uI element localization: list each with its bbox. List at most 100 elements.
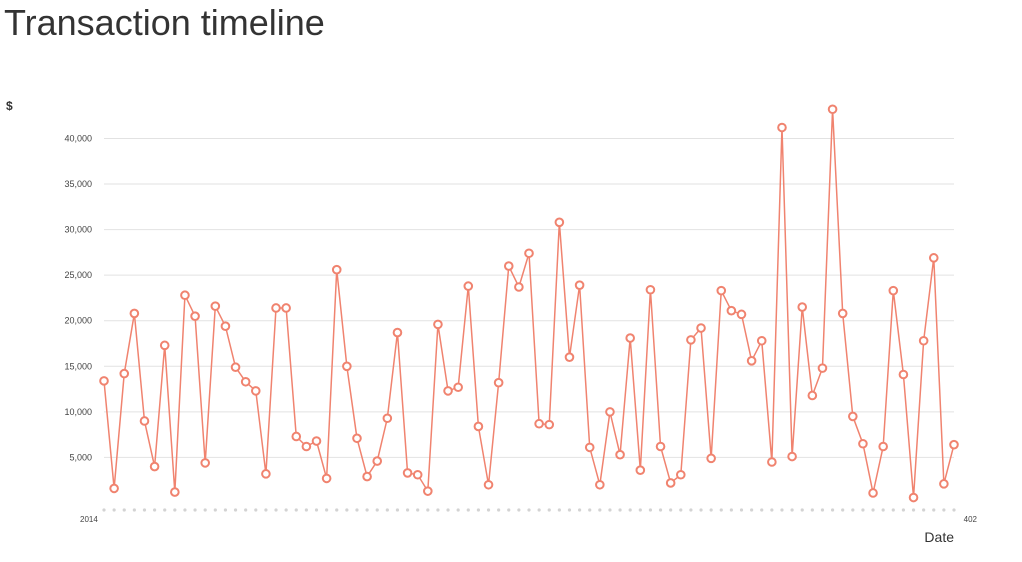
data-point[interactable] xyxy=(696,323,706,333)
rug-mark xyxy=(699,508,703,512)
data-point[interactable] xyxy=(392,327,403,338)
rug-mark xyxy=(547,508,551,512)
data-point[interactable] xyxy=(463,281,474,291)
rug-mark xyxy=(436,508,440,512)
rug-mark xyxy=(517,508,521,512)
data-point[interactable] xyxy=(250,386,261,396)
data-point[interactable] xyxy=(311,436,322,446)
x-tick-label: 402 xyxy=(964,515,978,524)
data-point[interactable] xyxy=(949,439,959,450)
data-point[interactable] xyxy=(220,321,231,331)
data-point[interactable] xyxy=(493,377,504,388)
data-point[interactable] xyxy=(240,376,251,387)
data-point[interactable] xyxy=(443,386,453,396)
data-point[interactable] xyxy=(139,416,150,426)
rug-mark xyxy=(689,508,693,512)
data-point[interactable] xyxy=(645,284,656,295)
data-point[interactable] xyxy=(352,433,362,444)
data-point[interactable] xyxy=(777,122,787,133)
data-point[interactable] xyxy=(291,431,302,442)
data-point[interactable] xyxy=(686,335,696,345)
rug-mark xyxy=(750,508,754,512)
data-point[interactable] xyxy=(787,451,797,462)
data-point[interactable] xyxy=(544,419,555,430)
data-point[interactable] xyxy=(615,449,625,460)
data-point[interactable] xyxy=(605,407,615,417)
data-point[interactable] xyxy=(524,248,534,259)
data-point[interactable] xyxy=(170,487,180,497)
data-point[interactable] xyxy=(736,309,747,320)
data-point[interactable] xyxy=(503,261,514,271)
data-point[interactable] xyxy=(655,441,666,452)
data-point[interactable] xyxy=(382,413,393,424)
data-point[interactable] xyxy=(483,479,494,490)
data-point[interactable] xyxy=(928,253,939,263)
data-point[interactable] xyxy=(554,217,565,228)
data-point[interactable] xyxy=(433,319,443,330)
data-point[interactable] xyxy=(726,305,737,316)
data-point[interactable] xyxy=(827,104,838,115)
data-point[interactable] xyxy=(797,302,808,312)
data-point[interactable] xyxy=(918,335,929,346)
data-point[interactable] xyxy=(109,483,119,494)
rug-mark xyxy=(497,508,501,512)
data-point[interactable] xyxy=(200,458,210,468)
data-point[interactable] xyxy=(119,368,130,379)
data-point[interactable] xyxy=(746,356,757,366)
data-point[interactable] xyxy=(180,290,190,301)
data-point[interactable] xyxy=(574,280,585,290)
data-point[interactable] xyxy=(412,469,423,480)
data-point[interactable] xyxy=(271,303,281,313)
data-point[interactable] xyxy=(716,285,727,296)
data-point[interactable] xyxy=(767,457,777,467)
data-point[interactable] xyxy=(706,453,716,464)
data-point[interactable] xyxy=(281,303,291,313)
data-point[interactable] xyxy=(402,468,413,478)
rug-mark xyxy=(193,508,197,512)
data-point[interactable] xyxy=(888,285,899,296)
data-point[interactable] xyxy=(858,438,868,449)
data-point[interactable] xyxy=(321,473,332,484)
data-point[interactable] xyxy=(908,492,919,503)
data-point[interactable] xyxy=(342,361,352,372)
rug-mark xyxy=(274,508,278,512)
rug-mark xyxy=(851,508,855,512)
data-point[interactable] xyxy=(453,382,463,393)
data-point[interactable] xyxy=(230,362,241,373)
data-point[interactable] xyxy=(868,488,878,498)
data-point[interactable] xyxy=(362,471,372,482)
data-point[interactable] xyxy=(756,335,767,346)
data-point[interactable] xyxy=(534,418,544,429)
data-point[interactable] xyxy=(423,486,433,496)
rug-mark xyxy=(385,508,389,512)
rug-mark xyxy=(294,508,298,512)
data-point[interactable] xyxy=(817,363,828,373)
data-point[interactable] xyxy=(848,411,858,422)
data-point[interactable] xyxy=(331,264,342,275)
data-point[interactable] xyxy=(807,390,818,401)
data-point[interactable] xyxy=(99,376,109,386)
data-point[interactable] xyxy=(159,340,170,351)
data-point[interactable] xyxy=(372,456,383,466)
data-point[interactable] xyxy=(837,308,848,319)
data-point[interactable] xyxy=(625,333,635,343)
data-point[interactable] xyxy=(514,282,524,292)
rug-mark xyxy=(739,508,744,512)
data-point[interactable] xyxy=(564,352,575,362)
data-point[interactable] xyxy=(665,478,676,488)
data-point[interactable] xyxy=(210,301,221,311)
data-point[interactable] xyxy=(190,311,200,321)
data-point[interactable] xyxy=(635,465,646,475)
data-point[interactable] xyxy=(939,479,949,489)
data-point[interactable] xyxy=(301,441,312,452)
rug-mark xyxy=(345,508,349,512)
data-point[interactable] xyxy=(473,421,484,432)
data-point[interactable] xyxy=(261,469,271,479)
data-point[interactable] xyxy=(675,469,686,480)
data-point[interactable] xyxy=(898,369,909,380)
data-point[interactable] xyxy=(878,441,888,452)
data-point[interactable] xyxy=(584,442,595,453)
data-point[interactable] xyxy=(129,308,140,319)
data-point[interactable] xyxy=(595,479,605,490)
data-point[interactable] xyxy=(149,461,160,472)
